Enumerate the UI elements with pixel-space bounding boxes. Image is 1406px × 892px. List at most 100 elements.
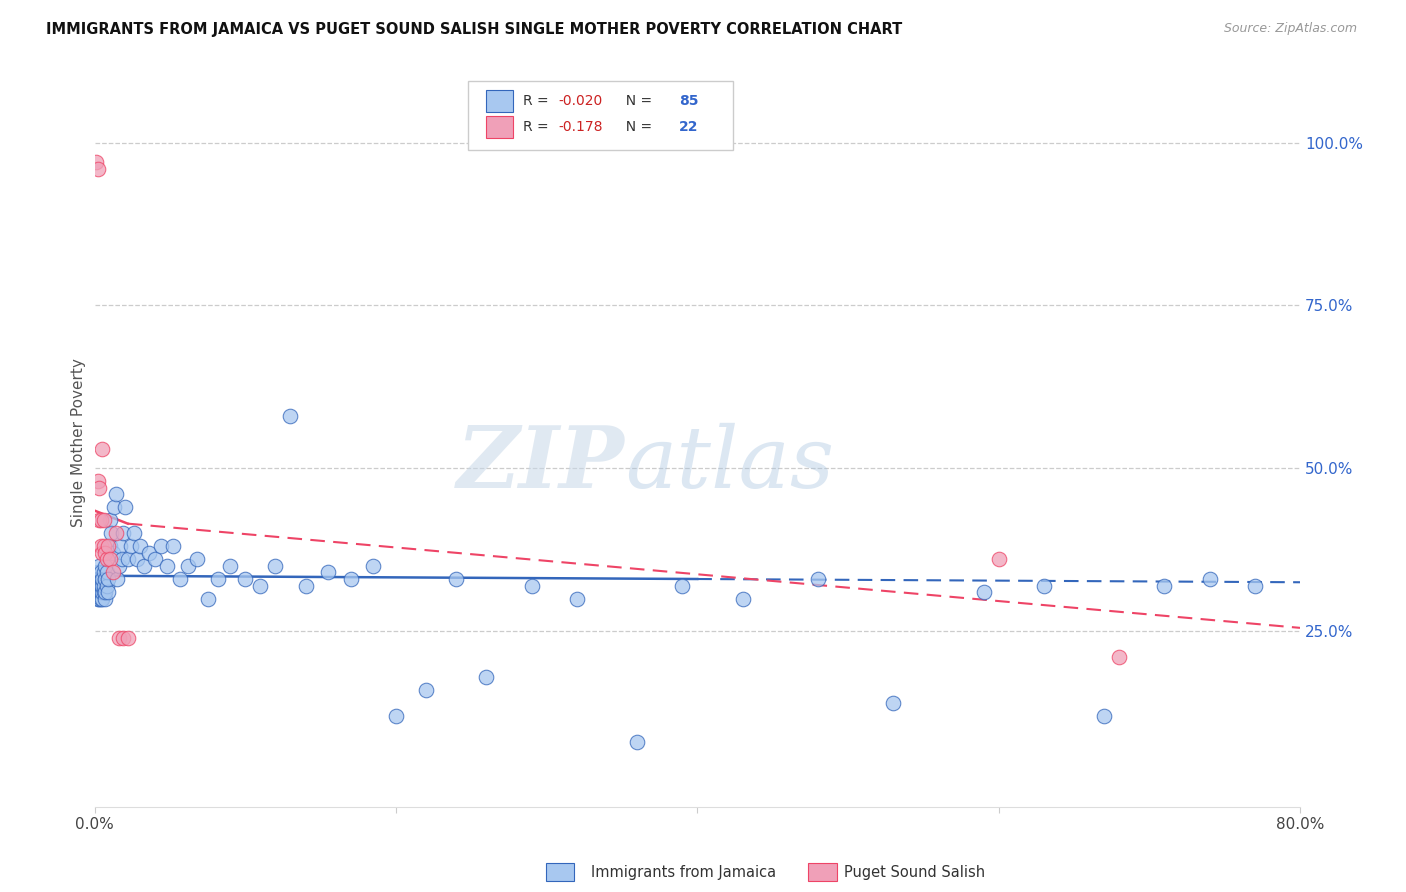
Point [94,546,117,560]
Point [96,566,118,580]
Point [94,572,117,586]
Text: atlas: atlas [626,423,834,506]
Point [475,670,498,684]
Point [1032,578,1054,592]
Point [156,558,179,573]
Point [101,566,124,580]
Text: R =: R = [523,120,553,134]
Point [117,552,139,566]
Point [197,591,219,606]
Point [87,572,110,586]
Point [117,631,139,645]
Point [94,585,117,599]
Point [186,552,208,566]
Point [731,591,754,606]
Point [565,591,588,606]
Point [84,572,107,586]
Bar [486,116,513,138]
Point [86,591,108,606]
Point [108,540,131,554]
Point [98,540,121,554]
Point [93,540,115,554]
Point [93,585,115,599]
Text: -0.020: -0.020 [558,94,603,108]
Point [114,500,136,515]
Point [138,546,160,560]
Point [134,558,156,573]
Point [112,526,135,541]
Point [316,566,339,580]
Point [128,540,150,554]
Text: N =: N = [617,94,657,108]
Point [90,513,112,527]
Point [91,442,114,456]
Point [90,591,112,606]
Point [107,631,129,645]
Point [93,566,115,580]
Point [1153,578,1175,592]
Point [87,513,110,527]
Y-axis label: Single Mother Poverty: Single Mother Poverty [72,358,86,526]
Point [104,526,127,541]
Point [444,572,467,586]
Point [100,526,122,541]
Point [104,487,127,501]
Point [96,552,118,566]
Point [122,526,145,541]
Point [207,572,229,586]
Point [987,552,1010,566]
Point [97,585,120,599]
Point [169,572,191,586]
Text: Source: ZipAtlas.com: Source: ZipAtlas.com [1223,22,1357,36]
Point [339,572,361,586]
Point [264,558,287,573]
Point [91,546,114,560]
Point [1243,578,1265,592]
Point [882,696,904,710]
Text: Immigrants from Jamaica: Immigrants from Jamaica [591,865,776,880]
Point [280,409,302,424]
Point [98,552,121,566]
Point [177,558,200,573]
Point [87,481,110,495]
Text: N =: N = [617,120,657,134]
Point [94,591,117,606]
Point [97,572,120,586]
Point [233,572,256,586]
Point [111,552,134,566]
Point [1092,708,1115,723]
Text: -0.178: -0.178 [558,120,603,134]
Point [101,546,124,560]
Point [97,540,120,554]
Point [149,540,172,554]
Text: 85: 85 [679,94,699,108]
Point [96,578,118,592]
Point [1198,572,1220,586]
Text: R =: R = [523,94,553,108]
Point [520,578,543,592]
Point [86,578,108,592]
Point [86,566,108,580]
Point [125,552,148,566]
Point [294,578,316,592]
Point [90,578,112,592]
Point [87,585,110,599]
Point [120,540,142,554]
Text: 22: 22 [679,120,699,134]
Point [98,513,121,527]
Point [84,585,107,599]
Point [94,558,117,573]
Point [973,585,995,599]
Point [385,708,408,723]
Point [671,578,693,592]
Point [219,558,242,573]
Point [249,578,271,592]
Point [415,682,437,697]
Text: Puget Sound Salish: Puget Sound Salish [844,865,984,880]
Point [90,566,112,580]
Point [363,558,385,573]
FancyBboxPatch shape [468,81,734,151]
Point [87,558,110,573]
Point [87,578,110,592]
Point [93,513,115,527]
